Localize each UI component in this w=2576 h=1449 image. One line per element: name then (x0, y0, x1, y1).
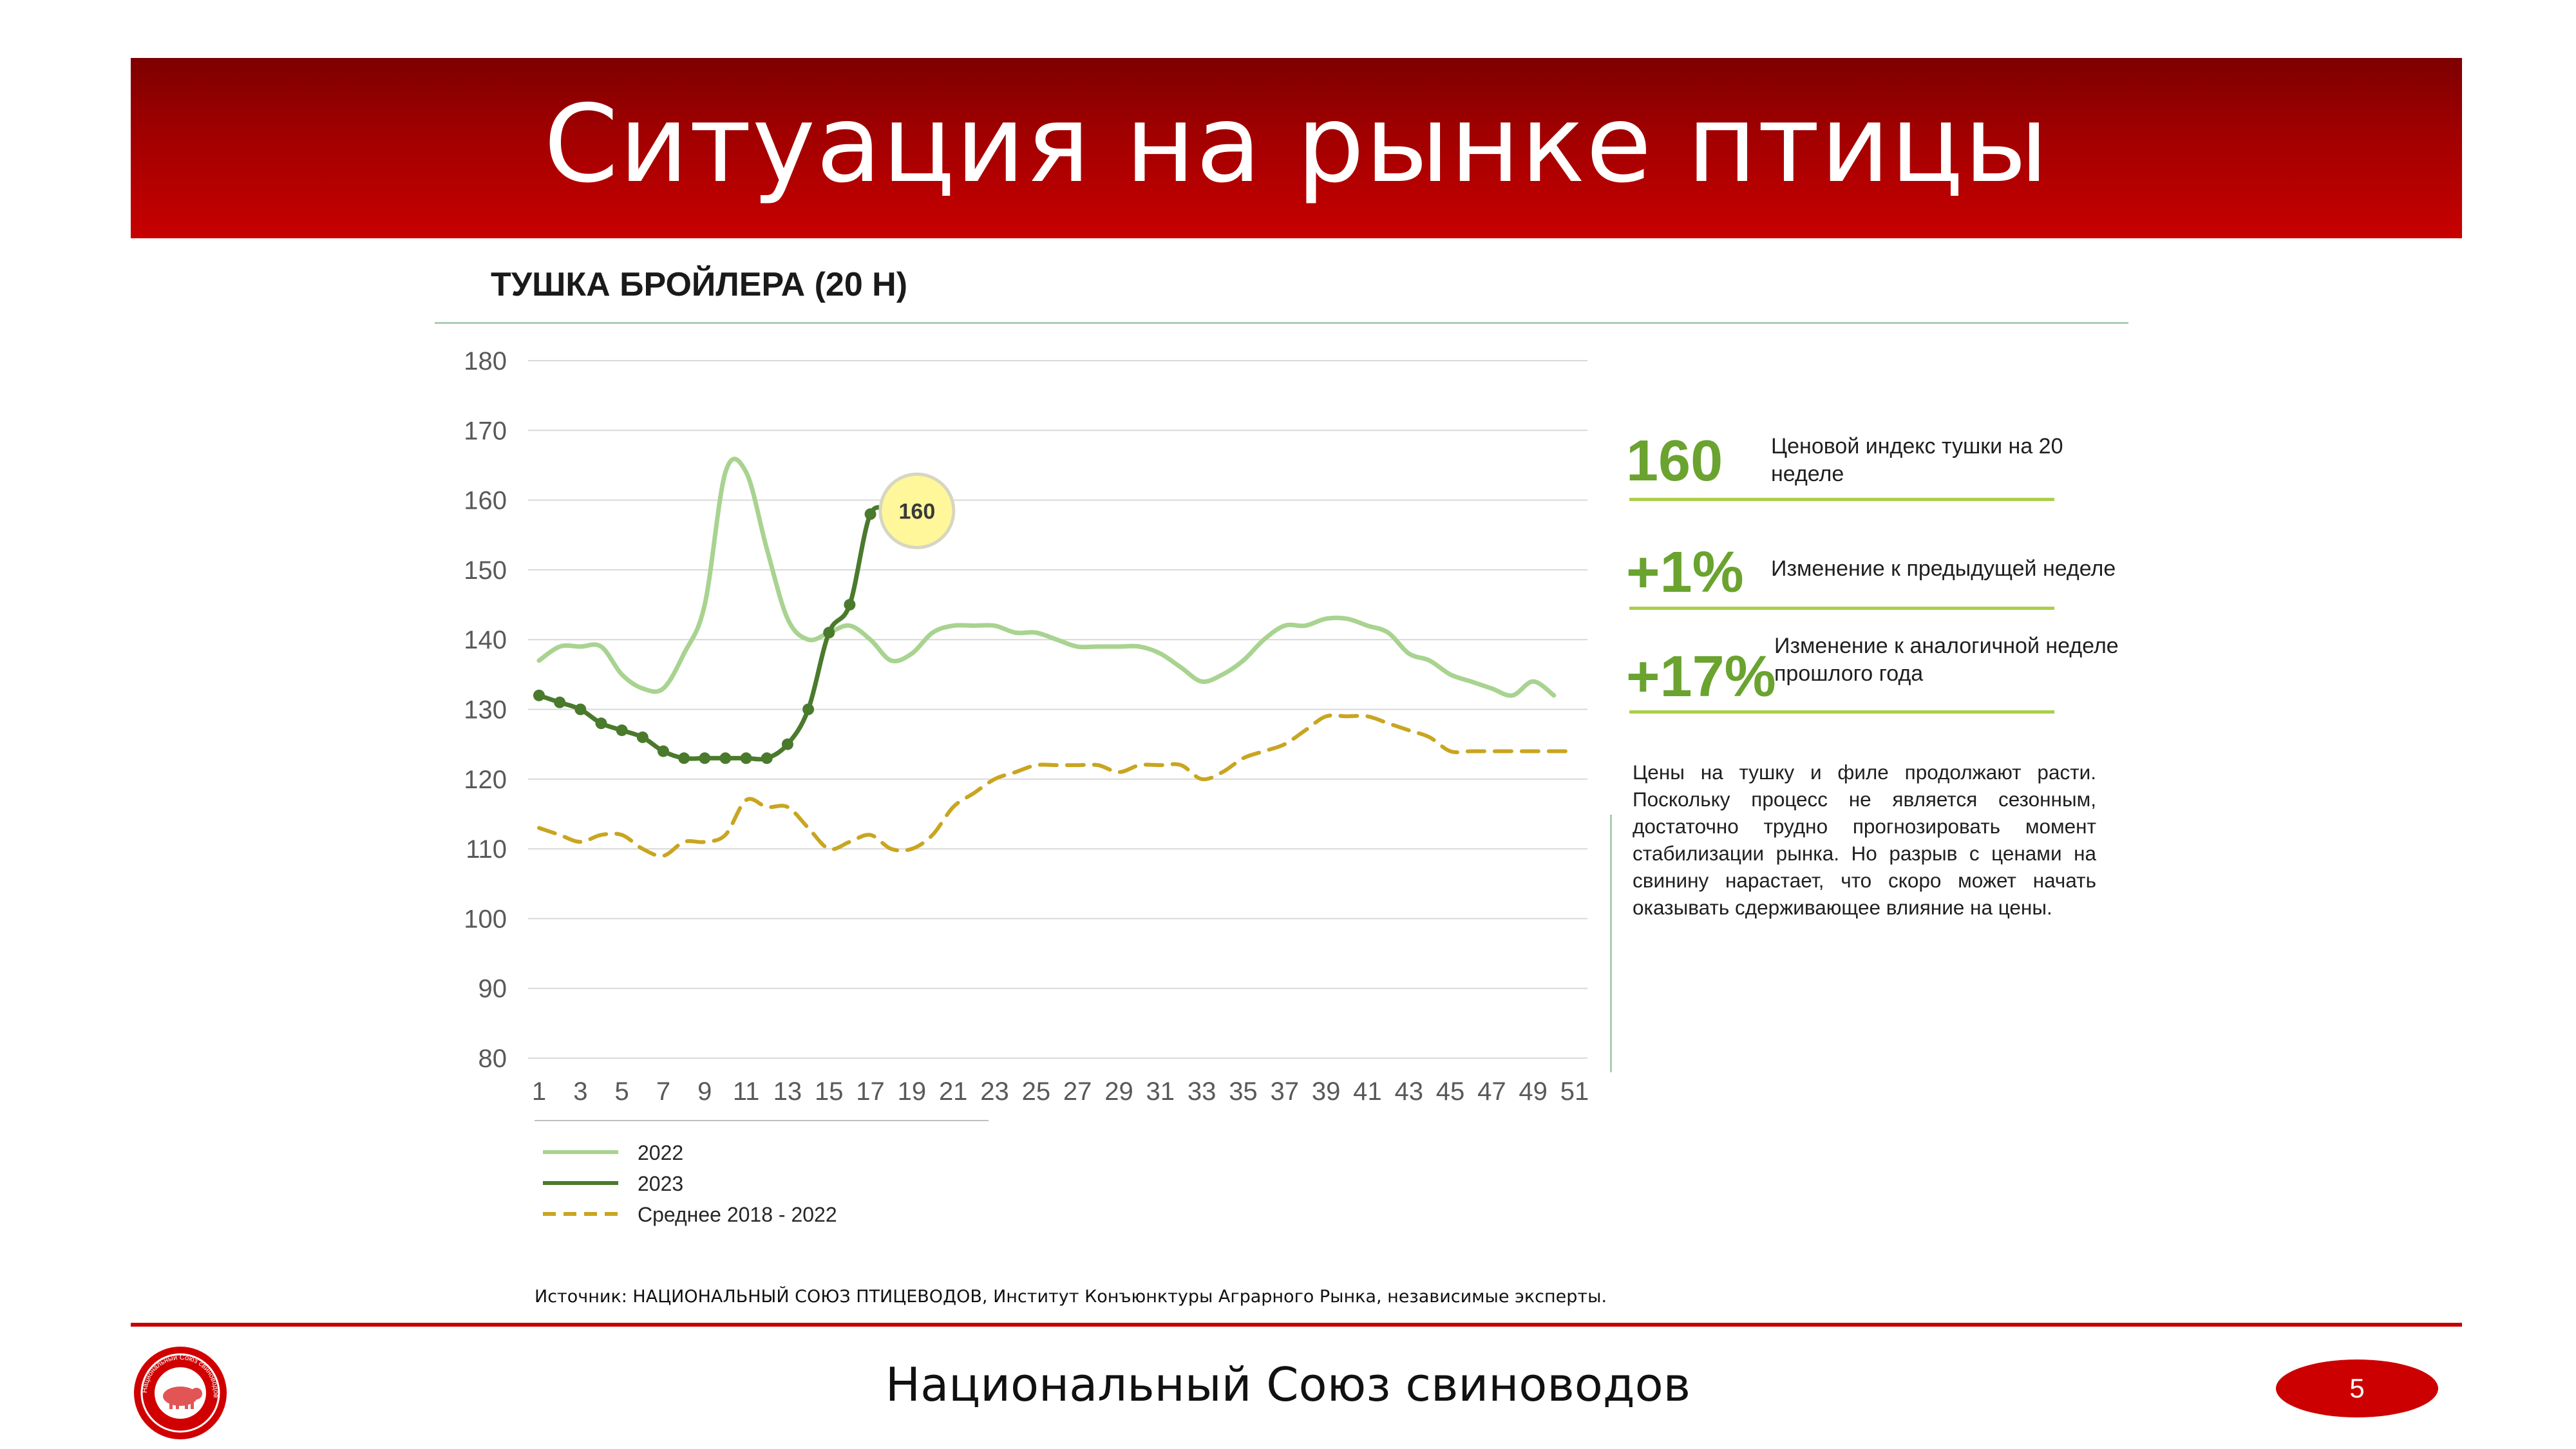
x-tick-label: 43 (1394, 1077, 1423, 1106)
series-point-1-12 (761, 752, 773, 764)
kpi-year-change-divider (1629, 710, 2054, 714)
series-line-2 (537, 713, 1577, 858)
kpi-index-label: Ценовой индекс тушки на 20 неделе (1771, 433, 2063, 488)
x-tick-label: 23 (980, 1077, 1009, 1106)
kpi-index-label-line-1: Ценовой индекс тушки на 20 (1771, 434, 2063, 459)
union-logo: Национальный Союз свиноводов (134, 1347, 227, 1439)
x-tick-label: 31 (1146, 1077, 1175, 1106)
x-tick-label: 45 (1436, 1077, 1465, 1106)
x-tick-label: 37 (1271, 1077, 1300, 1106)
x-tick-label: 3 (573, 1077, 587, 1106)
series-point-1-6 (636, 731, 649, 743)
callout-label: 160 (899, 499, 936, 524)
slide-title: Ситуация на рынке птицы (544, 82, 2049, 207)
y-tick-label: 110 (466, 835, 507, 864)
x-tick-label: 51 (1560, 1077, 1589, 1106)
x-tick-label: 21 (939, 1077, 968, 1106)
y-tick-label: 180 (464, 347, 507, 375)
series-point-1-10 (719, 752, 732, 764)
kpi-week-change-label: Изменение к предыдущей неделе (1771, 555, 2116, 583)
x-tick-label: 27 (1063, 1077, 1092, 1106)
page-number-badge: 5 (2276, 1359, 2438, 1417)
x-tick-label: 25 (1022, 1077, 1051, 1106)
series-point-1-17 (864, 508, 876, 520)
x-tick-label: 41 (1353, 1077, 1382, 1106)
kpi-index-label-line-2: неделе (1771, 462, 1844, 486)
chart-title: ТУШКА БРОЙЛЕРА (20 Н) (491, 266, 908, 303)
x-tick-label: 35 (1229, 1077, 1258, 1106)
x-tick-label: 13 (773, 1077, 802, 1106)
series-point-1-2 (554, 696, 566, 708)
kpi-year-change-label-line-1: Изменение к аналогичной неделе (1774, 634, 2119, 658)
legend-label-2: Среднее 2018 - 2022 (638, 1203, 837, 1226)
kpi-year-change-label: Изменение к аналогичной неделе прошлого … (1774, 632, 2119, 688)
series-point-1-4 (595, 717, 607, 730)
y-tick-label: 140 (464, 626, 507, 654)
y-tick-label: 130 (464, 696, 507, 724)
market-comment: Цены на тушку и филе продолжают расти. П… (1633, 761, 2096, 919)
kpi-index-value: 160 (1626, 429, 1723, 493)
series-point-1-13 (781, 738, 793, 750)
kpi-week-change-divider (1629, 607, 2054, 610)
series-point-1-7 (657, 745, 669, 757)
callout-bubble (878, 472, 956, 549)
comment-divider (1610, 815, 1612, 1072)
y-tick-label: 120 (464, 766, 507, 794)
kpi-week-change-label-line-1: Изменение к предыдущей неделе (1771, 556, 2116, 581)
x-tick-label: 17 (856, 1077, 885, 1106)
series-point-1-1 (533, 689, 545, 701)
kpi-year-change-value: +17% (1626, 645, 1776, 709)
source-note: Источник: НАЦИОНАЛЬНЫЙ СОЮЗ ПТИЦЕВОДОВ, … (535, 1287, 1607, 1307)
legend-label-1: 2023 (638, 1172, 683, 1195)
x-tick-label: 5 (615, 1077, 629, 1106)
x-tick-label: 15 (815, 1077, 844, 1106)
series-point-1-15 (823, 627, 835, 639)
kpi-week-change-value: +1% (1626, 540, 1744, 605)
kpi-index-divider (1629, 498, 2054, 501)
legend-label-0: 2022 (638, 1141, 683, 1164)
x-tick-label: 39 (1312, 1077, 1341, 1106)
x-tick-label: 1 (532, 1077, 546, 1106)
title-banner: Ситуация на рынке птицы (131, 58, 2462, 238)
y-tick-label: 90 (478, 975, 507, 1003)
series-point-1-5 (616, 724, 628, 736)
series-point-1-14 (802, 703, 815, 715)
y-tick-label: 80 (478, 1045, 507, 1073)
series-point-1-8 (678, 752, 690, 764)
x-tick-label: 7 (656, 1077, 670, 1106)
y-tick-label: 170 (464, 417, 507, 445)
x-tick-label: 9 (697, 1077, 712, 1106)
y-tick-label: 150 (464, 556, 507, 585)
x-tick-label: 33 (1188, 1077, 1217, 1106)
x-tick-label: 29 (1104, 1077, 1133, 1106)
footer-divider (131, 1323, 2462, 1327)
x-tick-label: 47 (1477, 1077, 1506, 1106)
y-tick-label: 160 (464, 487, 507, 515)
footer-organization: Национальный Союз свиноводов (885, 1358, 1691, 1412)
x-tick-label: 49 (1519, 1077, 1548, 1106)
series-point-1-16 (844, 599, 856, 611)
y-tick-label: 100 (464, 905, 507, 933)
x-tick-label: 11 (733, 1077, 760, 1106)
series-point-1-3 (574, 703, 587, 715)
kpi-year-change-label-line-2: прошлого года (1774, 661, 1924, 686)
series-line-0 (536, 457, 1557, 698)
chart-title-divider (435, 322, 2128, 324)
x-tick-label: 19 (898, 1077, 927, 1106)
pig-icon (163, 1387, 202, 1409)
series-point-1-9 (699, 752, 711, 764)
series-point-1-11 (740, 752, 752, 764)
